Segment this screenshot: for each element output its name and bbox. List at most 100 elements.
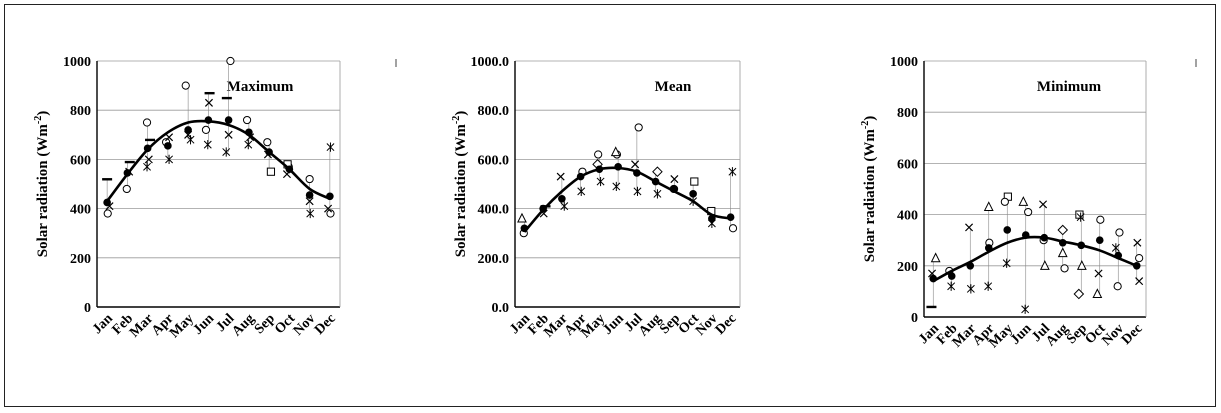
y-tick-label: 800 <box>897 106 918 121</box>
mean-point <box>539 204 547 213</box>
data-point <box>670 175 679 184</box>
data-point <box>204 91 215 95</box>
data-point <box>596 176 605 187</box>
y-tick-label: 800.0 <box>478 104 510 119</box>
y-tick-label: 400.0 <box>478 203 510 218</box>
data-point <box>204 98 213 107</box>
y-tick-label: 600 <box>897 157 918 172</box>
fit-curve <box>106 119 331 202</box>
chart-panel-minimum: 0 200 400 600 800 1000 Solar radiation (Wm-2) M… <box>860 55 1147 351</box>
mean-point <box>265 148 273 156</box>
y-tick-label: 1000 <box>890 55 918 70</box>
data-point <box>326 209 335 218</box>
data-point <box>326 142 335 152</box>
data-point <box>186 135 195 145</box>
mean-point <box>929 274 938 283</box>
data-point <box>1075 210 1084 219</box>
y-axis-label: Solar radiation (Wm-2) <box>451 111 469 257</box>
x-tick-label: Dec <box>1119 321 1146 348</box>
data-point <box>143 162 151 172</box>
chart-panel-mean: 0.0 200.0 400.0 600.0 800.0 1000.0 Solar radia… <box>451 55 741 341</box>
mean-point <box>123 169 132 177</box>
y-axis-label: Solar radiation (Wm-2) <box>33 111 51 257</box>
data-point <box>1000 197 1009 206</box>
data-point <box>610 146 621 157</box>
data-point <box>242 115 252 125</box>
y-tick-label: 200.0 <box>478 252 510 267</box>
y-tick-label: 1000 <box>63 55 91 70</box>
mean-point <box>576 172 585 181</box>
data-point <box>966 284 975 294</box>
data-point <box>983 201 994 212</box>
mean-point <box>1114 251 1123 260</box>
data-point <box>1076 260 1087 270</box>
y-tick-label: 400 <box>70 203 91 218</box>
data-point <box>634 123 643 132</box>
data-point <box>1021 304 1030 314</box>
data-point <box>577 186 586 196</box>
data-point <box>144 155 153 164</box>
chart-title: Maximum <box>227 79 294 95</box>
data-point <box>984 281 993 291</box>
mean-point <box>726 213 735 222</box>
data-point <box>728 224 738 233</box>
data-point <box>1096 215 1105 224</box>
mean-point <box>326 192 334 201</box>
mean-point <box>966 262 975 270</box>
fit-curve <box>523 166 731 233</box>
data-point <box>1115 228 1124 237</box>
data-point <box>324 204 333 213</box>
data-point <box>517 212 527 223</box>
data-point <box>930 252 941 263</box>
mean-point <box>1077 241 1086 250</box>
chart-title: Mean <box>655 79 692 95</box>
mean-point <box>224 116 233 124</box>
data-point <box>1002 258 1011 268</box>
data-point <box>102 178 113 181</box>
chart-panel-maximum: 0 200 400 600 800 1000 Solar radiation (Wm-2) M… <box>33 55 341 341</box>
y-tick-label: 600 <box>70 153 91 168</box>
data-point <box>652 166 663 178</box>
data-point <box>1018 196 1029 206</box>
mean-point <box>305 191 314 199</box>
mean-point <box>633 169 641 177</box>
data-point <box>1060 264 1069 273</box>
data-point <box>1135 254 1144 263</box>
data-point <box>1039 200 1048 209</box>
mean-point <box>595 165 604 174</box>
mean-point <box>1040 233 1049 242</box>
data-point <box>122 184 131 194</box>
data-point <box>221 96 232 100</box>
y-tick-label: 0 <box>84 301 91 316</box>
data-point <box>1113 282 1122 291</box>
fit-curve <box>932 235 1138 283</box>
mean-point <box>520 224 529 233</box>
data-point <box>201 125 211 134</box>
figure-frame: 0 200 400 600 800 1000 Solar radiation (Wm-2) M… <box>4 4 1216 407</box>
mean-point <box>204 116 213 124</box>
y-tick-label: 800 <box>70 104 91 119</box>
mean-point <box>670 185 679 193</box>
data-point <box>103 209 112 218</box>
data-point <box>1135 277 1144 286</box>
mean-point <box>103 198 111 207</box>
y-tick-label: 400 <box>897 209 918 224</box>
x-tick-label: Dec <box>713 311 740 338</box>
data-point <box>560 201 569 211</box>
mean-point <box>614 162 622 171</box>
mean-point <box>143 144 152 153</box>
data-point <box>1094 269 1103 278</box>
x-tick-label: Dec <box>312 311 339 338</box>
data-point <box>224 130 233 139</box>
mean-point <box>1003 226 1012 234</box>
data-point <box>1024 207 1033 217</box>
data-point <box>612 181 621 192</box>
data-point <box>965 223 974 232</box>
mean-point <box>1058 238 1067 247</box>
data-point <box>124 160 135 164</box>
data-point <box>165 154 174 164</box>
data-point <box>1076 212 1085 222</box>
mean-point <box>984 244 993 252</box>
data-point <box>1133 238 1142 247</box>
y-tick-label: 1000.0 <box>471 55 510 70</box>
